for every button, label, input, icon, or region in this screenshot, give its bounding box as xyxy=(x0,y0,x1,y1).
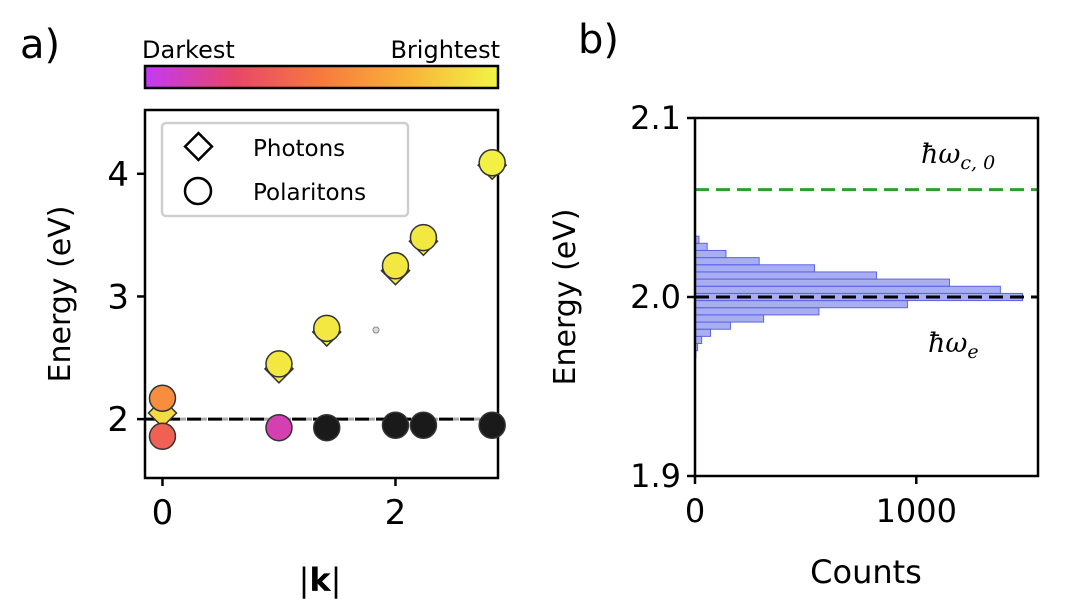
x-label-bar-left: | xyxy=(299,561,310,599)
histogram-bar-11 xyxy=(694,271,877,280)
chart-a-y-ticks: 2 3 4 xyxy=(107,155,145,440)
x-tick-label: 0 xyxy=(685,492,705,530)
emitter-annotation-subscript: e xyxy=(967,341,978,363)
histogram-bar-6 xyxy=(694,307,820,316)
chart-a-x-axis-label: |k| xyxy=(299,561,342,599)
histogram-bar-5 xyxy=(694,314,765,323)
histogram-bar-12 xyxy=(694,264,815,273)
colorbar: Darkest Brightest xyxy=(142,36,500,90)
y-tick-label: 2.0 xyxy=(630,278,681,316)
x-tick-label: 2 xyxy=(385,493,407,533)
y-tick-label: 2.1 xyxy=(630,99,681,137)
legend-diamond-icon xyxy=(183,131,214,162)
polariton-point-3 xyxy=(265,413,293,442)
polariton-point-4 xyxy=(312,314,341,343)
legend-label-photons: Photons xyxy=(253,136,345,162)
polariton-point-5 xyxy=(312,413,341,442)
colorbar-left-label: Darkest xyxy=(142,36,235,64)
polariton-point-7 xyxy=(381,411,410,440)
chart-b-x-ticks: 0 1000 xyxy=(685,476,957,530)
chart-b-y-axis-label: Energy (eV) xyxy=(548,209,583,386)
histogram-bar-9 xyxy=(694,285,1001,294)
colorbar-right-label: Brightest xyxy=(390,36,500,64)
chart-b-x-axis-label: Counts xyxy=(810,553,922,591)
polariton-point-1 xyxy=(148,422,177,451)
chart-a-marks xyxy=(147,148,508,451)
polariton-point-8 xyxy=(409,223,438,252)
x-tick-label: 1000 xyxy=(876,492,957,530)
histogram-bar-4 xyxy=(694,321,731,330)
histogram-bar-10 xyxy=(694,278,950,287)
polariton-point-10 xyxy=(478,148,506,177)
chart-b-histogram xyxy=(694,235,1024,359)
y-tick-label: 4 xyxy=(107,155,129,195)
legend-label-polaritons: Polaritons xyxy=(253,180,366,206)
cavity-annotation-symbol: ħω xyxy=(921,139,960,170)
chart-b-plot-area: 1.92.02.1 0 1000 ħωc, 0 ħωe Energy (eV) C… xyxy=(548,99,1040,591)
polariton-point-9 xyxy=(409,411,438,440)
stray-dot xyxy=(372,326,380,334)
emitter-annotation: ħωe xyxy=(928,328,979,363)
polariton-point-6 xyxy=(381,252,410,280)
polariton-point-11 xyxy=(478,411,506,440)
chart-a-frame xyxy=(143,108,500,480)
panel-b-label: b) xyxy=(578,17,619,63)
y-tick-label: 2 xyxy=(107,400,129,440)
colorbar-gradient xyxy=(143,64,500,90)
polariton-point-2 xyxy=(265,350,293,378)
panel-a-label: a) xyxy=(20,22,60,68)
histogram-bar-3 xyxy=(694,328,711,337)
x-tick-label: 0 xyxy=(152,493,174,533)
polariton-point-0 xyxy=(148,384,177,413)
emitter-annotation-symbol: ħω xyxy=(928,328,967,359)
legend-box xyxy=(160,121,410,218)
x-label-bar-right: | xyxy=(331,561,342,599)
chart-a-stray-mark xyxy=(372,326,380,334)
cavity-annotation-subscript: c, 0 xyxy=(960,152,995,174)
legend-circle-icon xyxy=(183,176,213,206)
histogram-bar-7 xyxy=(694,300,908,309)
y-tick-label: 1.9 xyxy=(630,457,681,495)
cavity-annotation: ħωc, 0 xyxy=(921,139,995,174)
chart-a-legend: Photons Polaritons xyxy=(160,121,410,218)
histogram-bar-14 xyxy=(694,249,727,259)
chart-b-y-ticks: 1.9 2.0 2.1 xyxy=(630,99,695,495)
chart-a-y-axis-label: Energy (eV) xyxy=(43,206,78,383)
y-tick-label: 3 xyxy=(107,277,129,317)
histogram-bar-13 xyxy=(694,257,760,266)
x-label-k: k xyxy=(309,561,331,599)
histogram-bar-15 xyxy=(694,242,708,251)
